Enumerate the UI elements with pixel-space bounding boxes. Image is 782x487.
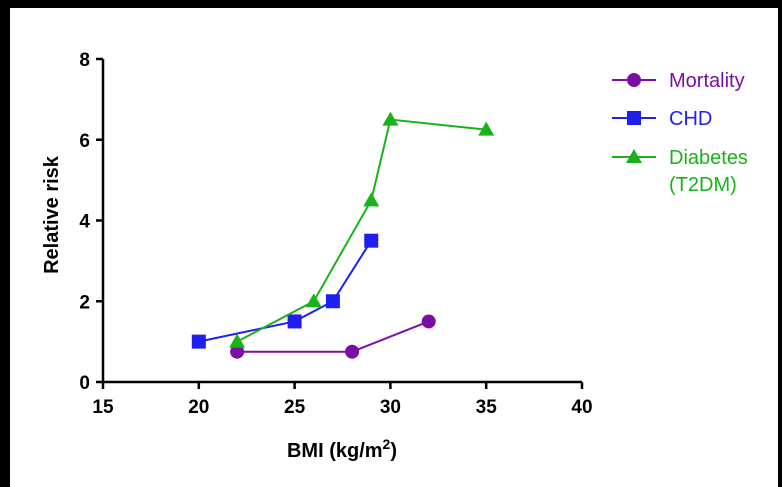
data-point-chd xyxy=(364,233,379,248)
tick-labels: 15 20 25 30 35 40 0 2 4 6 8 xyxy=(79,50,592,418)
legend-marker-chd xyxy=(627,111,641,125)
data-point-mortality xyxy=(421,314,436,329)
data-point-mortality xyxy=(345,344,360,359)
data-point-diabetes xyxy=(305,293,322,308)
legend-item-mortality: Mortality xyxy=(612,70,745,92)
data-point-diabetes xyxy=(229,333,246,348)
y-tick-label: 8 xyxy=(79,50,90,71)
series-mortality xyxy=(230,314,436,359)
x-axis-title-close: ) xyxy=(390,440,397,462)
legend-label-chd: CHD xyxy=(669,108,712,130)
y-tick-label: 0 xyxy=(79,373,90,394)
x-tick-label: 30 xyxy=(380,397,401,418)
x-axis-title-main: BMI (kg/m xyxy=(287,440,383,462)
legend: Mortality CHD Diabetes (T2DM) xyxy=(612,70,748,196)
data-point-chd xyxy=(287,314,302,329)
x-tick-label: 20 xyxy=(188,397,209,418)
x-tick-label: 35 xyxy=(476,397,498,418)
legend-label-mortality: Mortality xyxy=(669,70,745,92)
x-tick-label: 25 xyxy=(284,397,306,418)
data-point-mortality xyxy=(230,344,245,359)
legend-marker-diabetes xyxy=(626,149,642,163)
x-tick-label: 15 xyxy=(92,397,114,418)
x-tick-label: 40 xyxy=(571,397,592,418)
series-chd xyxy=(191,233,379,349)
data-point-diabetes xyxy=(478,121,495,136)
y-axis-title: Relative risk xyxy=(41,155,63,274)
legend-marker-mortality xyxy=(627,73,641,87)
data-point-diabetes xyxy=(382,111,399,126)
y-tick-label: 6 xyxy=(79,131,90,152)
series-line-diabetes xyxy=(236,118,487,343)
series-diabetes xyxy=(229,111,495,348)
series-line-chd xyxy=(198,240,373,343)
x-axis-title-sup: 2 xyxy=(383,436,391,452)
data-point-diabetes xyxy=(363,192,380,207)
legend-item-chd: CHD xyxy=(612,108,712,130)
series-group xyxy=(191,111,495,359)
x-axis-title: BMI (kg/m2) xyxy=(287,436,397,462)
data-point-chd xyxy=(191,334,206,349)
legend-label-diabetes: Diabetes xyxy=(669,147,748,169)
data-point-chd xyxy=(325,294,340,309)
y-tick-label: 2 xyxy=(79,292,90,313)
axes xyxy=(96,57,584,389)
legend-label-diabetes-line2: (T2DM) xyxy=(669,174,737,196)
legend-item-diabetes: Diabetes (T2DM) xyxy=(612,147,748,196)
y-tick-label: 4 xyxy=(79,212,90,233)
